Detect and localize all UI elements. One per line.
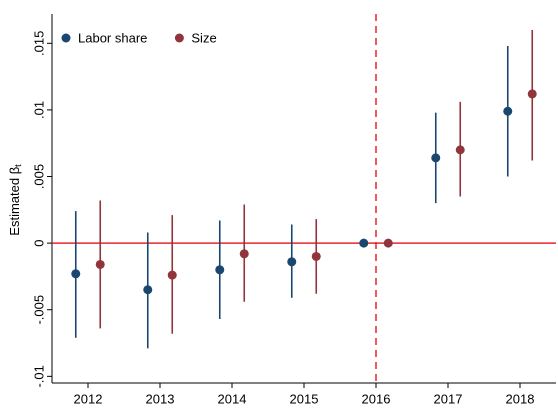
y-tick-label: 0	[31, 240, 46, 247]
point	[167, 270, 177, 280]
y-axis-label-subscript: t	[13, 164, 23, 167]
x-tick-label: 2012	[74, 391, 103, 406]
point	[71, 269, 81, 279]
point	[95, 259, 105, 269]
point	[143, 285, 153, 295]
y-tick-label: -.005	[31, 295, 46, 325]
point	[287, 257, 297, 267]
legend-label: Labor share	[78, 30, 147, 45]
y-tick-label: .01	[31, 101, 46, 119]
y-axis-label-main: Estimated β	[7, 167, 22, 236]
point	[359, 238, 369, 248]
y-tick-label: -.01	[31, 365, 46, 387]
legend-marker	[61, 33, 71, 43]
x-tick-label: 2014	[218, 391, 247, 406]
legend-label: Size	[191, 30, 216, 45]
point	[383, 238, 393, 248]
x-tick-label: 2018	[506, 391, 535, 406]
point	[239, 249, 249, 259]
point	[455, 145, 465, 155]
y-tick-label: .015	[31, 31, 46, 56]
point	[311, 251, 321, 261]
legend-marker	[174, 33, 184, 43]
x-tick-label: 2017	[434, 391, 463, 406]
y-tick-label: .005	[31, 164, 46, 189]
y-axis-label: Estimated βt	[7, 164, 23, 236]
point	[431, 153, 441, 163]
point	[215, 265, 225, 275]
x-tick-label: 2013	[146, 391, 175, 406]
x-tick-label: 2016	[362, 391, 391, 406]
x-tick-label: 2015	[290, 391, 319, 406]
point	[503, 106, 513, 116]
point	[527, 89, 537, 99]
